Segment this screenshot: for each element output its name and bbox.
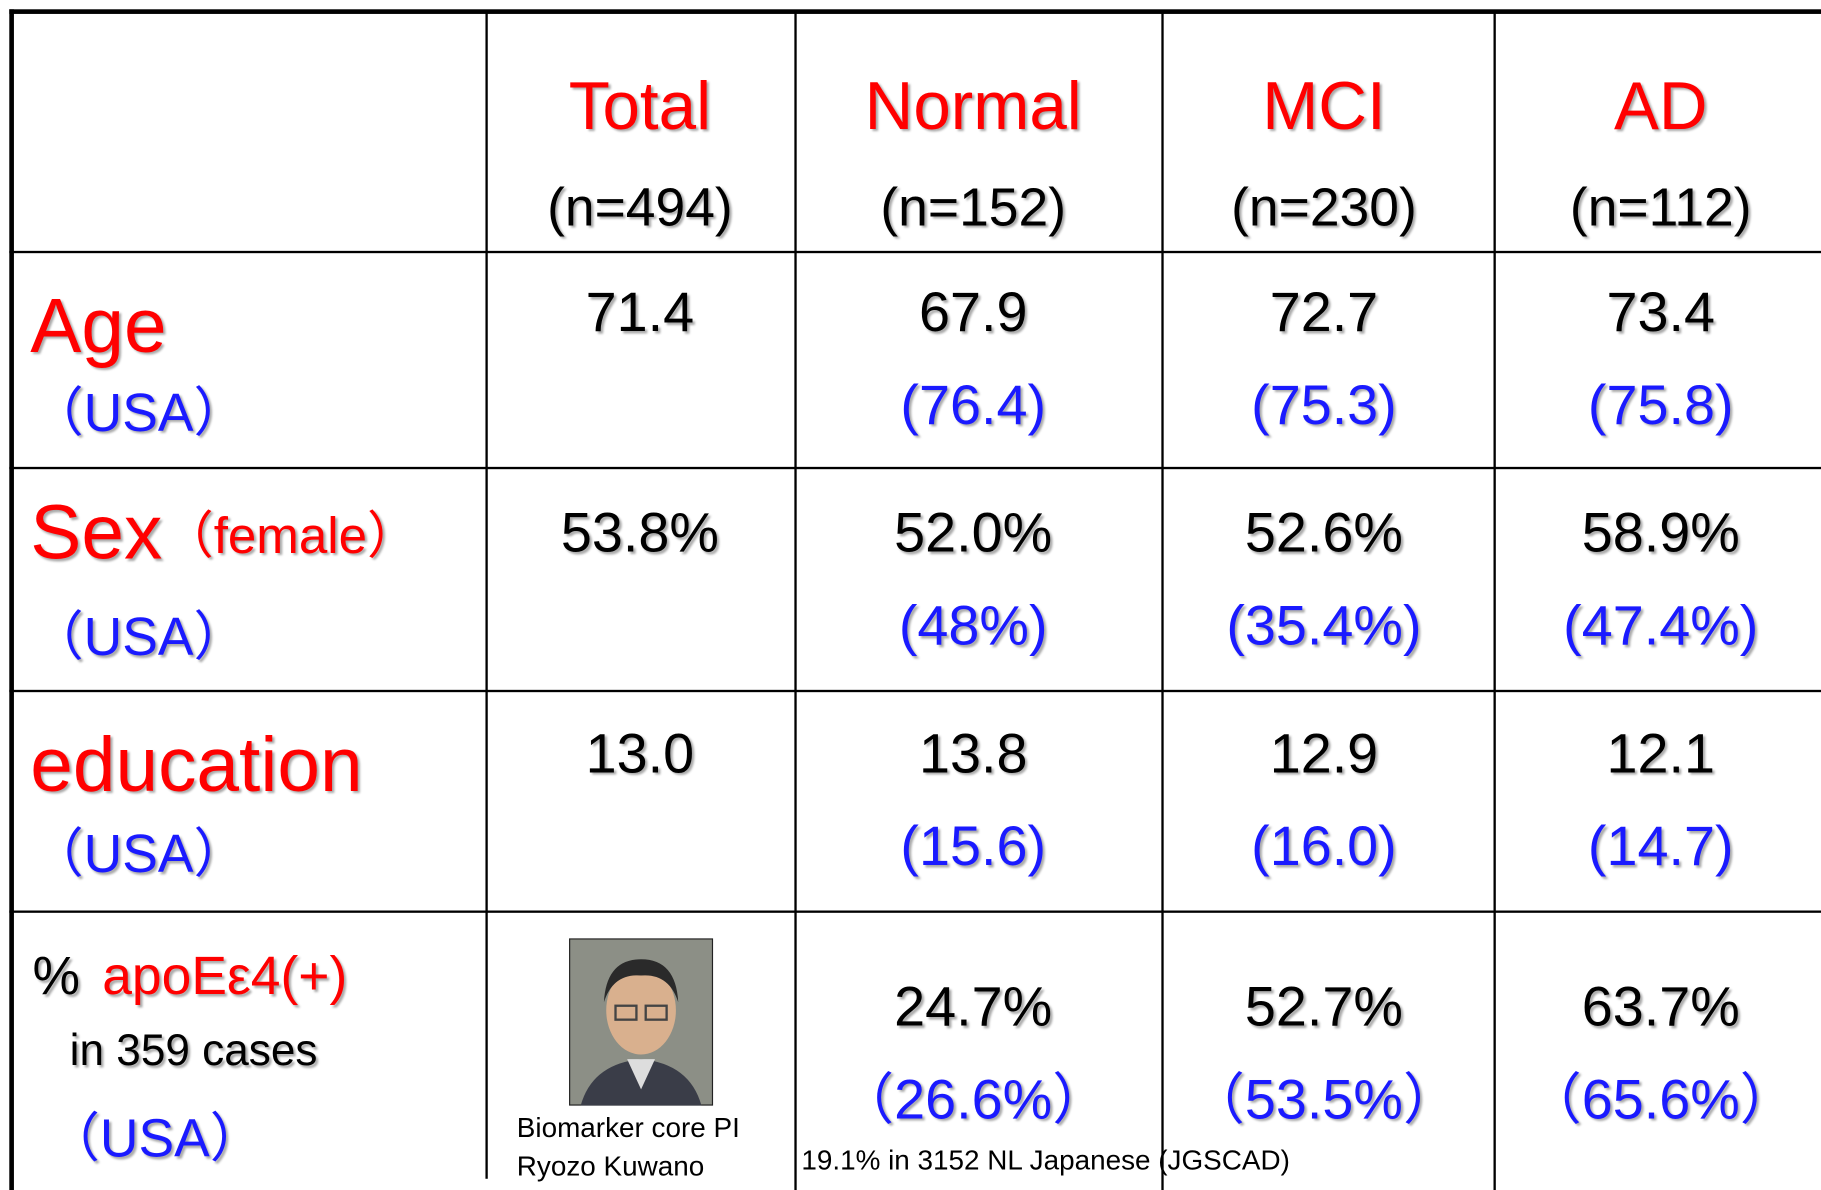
portrait-photo — [569, 938, 714, 1106]
row-label: education — [30, 721, 363, 808]
row-label: apoEε4(+) — [102, 945, 348, 1006]
table-border — [1161, 11, 1164, 1190]
cell-value: 52.6% — [1244, 502, 1403, 565]
cell-usa-value: (35.4%) — [1226, 595, 1422, 658]
row-sublabel: （USA） — [30, 382, 247, 443]
cell-usa-value: (76.4) — [900, 375, 1047, 437]
table-border — [9, 9, 1821, 14]
column-count: (n=494) — [547, 176, 733, 237]
cell-value: 52.0% — [894, 502, 1053, 565]
cell-value: 13.8 — [918, 723, 1028, 786]
table-border — [485, 11, 488, 1179]
cell-usa-value: (48%) — [898, 595, 1048, 658]
column-count: (n=230) — [1231, 176, 1417, 237]
cell-value: 24.7% — [894, 976, 1053, 1039]
photo-caption: Ryozo Kuwano — [516, 1150, 705, 1183]
row-label-prefix: % — [32, 945, 81, 1006]
row-label-note: （female） — [162, 507, 419, 565]
photo-caption: Biomarker core PI — [516, 1112, 740, 1144]
row-label: Age — [30, 282, 167, 369]
row-sublabel: （USA） — [46, 1107, 264, 1169]
cell-value: 12.9 — [1269, 723, 1379, 786]
row-label: Sex — [30, 488, 163, 575]
cell-usa-value: (47.4%) — [1563, 595, 1759, 658]
cell-value: 63.7% — [1581, 976, 1740, 1039]
table-border — [1493, 11, 1496, 1190]
cell-value: 53.8% — [560, 502, 719, 565]
table-border — [794, 11, 797, 1190]
table-border — [9, 689, 1821, 693]
row-label-note: in 359 cases — [69, 1026, 318, 1076]
table-border — [9, 466, 1821, 470]
cell-usa-value: （65.6%） — [1525, 1069, 1796, 1132]
cell-usa-value: (15.6) — [900, 816, 1047, 878]
column-title: Total — [568, 68, 712, 145]
cell-value: 13.0 — [585, 723, 695, 786]
cell-value: 71.4 — [585, 282, 695, 344]
table-border — [9, 9, 14, 1190]
cell-usa-value: (16.0) — [1251, 816, 1397, 878]
cell-value: 52.7% — [1244, 976, 1403, 1039]
column-title: Normal — [864, 68, 1082, 145]
cell-value: 73.4 — [1606, 282, 1715, 344]
table-border — [9, 250, 1821, 254]
row-sublabel: （USA） — [30, 823, 247, 884]
cell-value: 72.7 — [1269, 282, 1379, 344]
cell-usa-value: （53.5%） — [1189, 1069, 1459, 1132]
cell-value: 12.1 — [1606, 723, 1715, 786]
table-border — [9, 910, 1821, 913]
column-count: (n=112) — [1569, 176, 1752, 237]
cell-usa-value: （26.6%） — [838, 1069, 1108, 1132]
cell-usa-value: (75.3) — [1251, 375, 1397, 437]
column-title: AD — [1613, 68, 1708, 145]
cell-usa-value: (14.7) — [1587, 816, 1734, 878]
cell-value: 58.9% — [1581, 502, 1740, 565]
footnote: 19.1% in 3152 NL Japanese (JGSCAD) — [801, 1145, 1290, 1177]
cell-usa-value: (75.8) — [1587, 375, 1734, 437]
column-title: MCI — [1262, 68, 1386, 145]
row-sublabel: （USA） — [30, 606, 247, 667]
cell-value: 67.9 — [918, 282, 1028, 344]
column-count: (n=152) — [880, 176, 1067, 237]
